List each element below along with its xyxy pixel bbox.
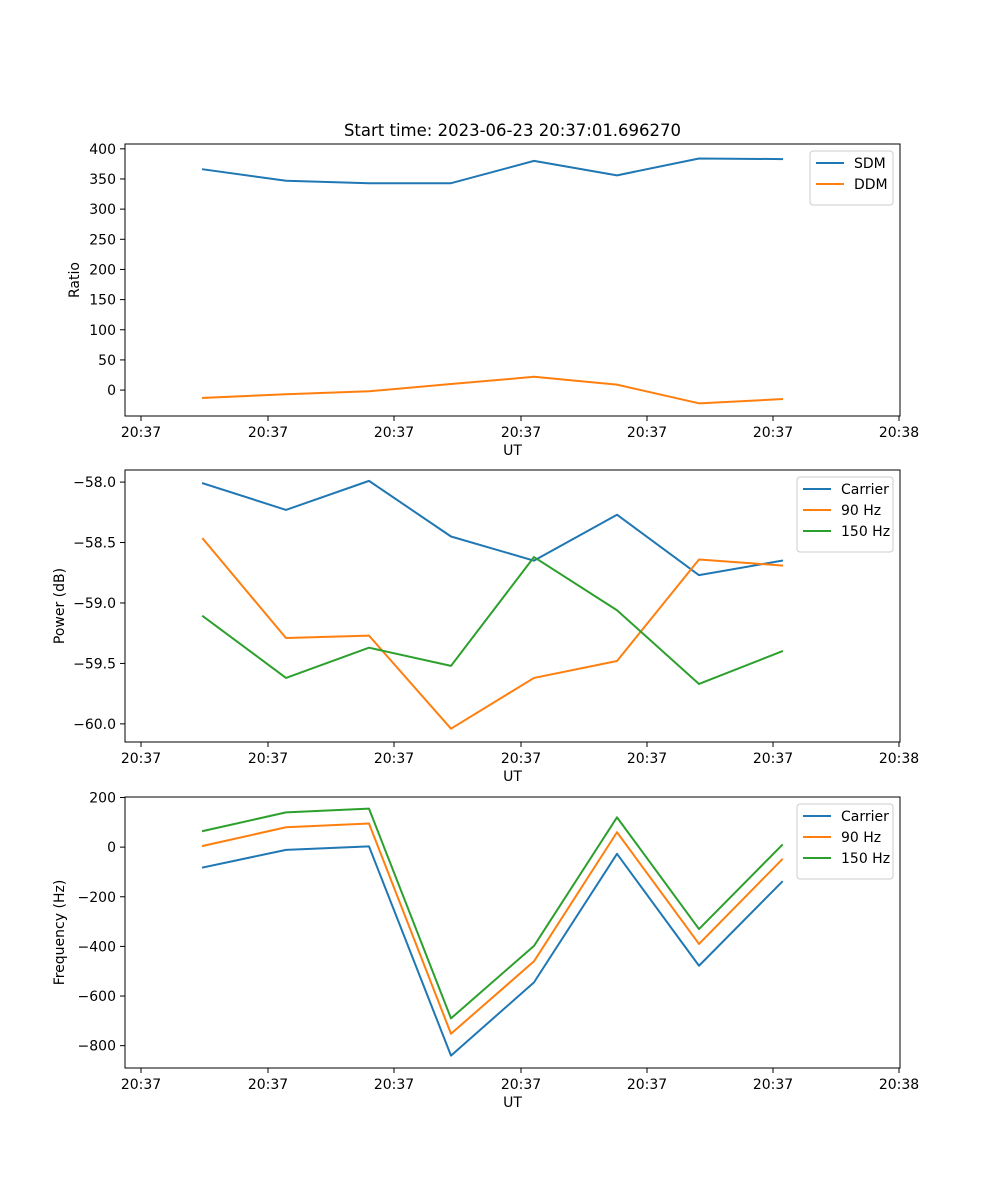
y-tick-label: −600 (78, 989, 116, 1005)
x-tick-label: 20:37 (248, 1077, 288, 1093)
series-line-3-1 (201, 845, 784, 1057)
x-tick-label: 20:37 (627, 425, 667, 441)
y-axis-label: Power (dB) (52, 568, 68, 644)
x-tick-label: 20:37 (501, 1077, 541, 1093)
x-tick-label: 20:37 (753, 751, 793, 767)
y-tick-label: −58.5 (73, 536, 116, 552)
y-tick-label: 0 (107, 840, 116, 856)
plot-frame (124, 469, 901, 743)
legend-entry: Carrier (841, 482, 889, 498)
y-tick-label: 200 (89, 790, 116, 806)
series-line-1-1 (201, 157, 784, 185)
legend-entry: 150 Hz (841, 851, 890, 867)
y-tick-label: 300 (89, 202, 116, 218)
panel-3: 20:37 20:37 20:37 20:37 20:37 20:37 20:38 −800 −… (52, 790, 919, 1111)
y-tick-label: −59.5 (73, 656, 116, 672)
y-tick-label: 350 (89, 172, 116, 188)
series-line-1-2 (201, 375, 784, 405)
y-tick-label: −400 (78, 939, 116, 955)
legend-entry: SDM (854, 156, 886, 172)
legend-entry: DDM (854, 177, 888, 193)
y-tick-label: −800 (78, 1039, 116, 1055)
x-tick-label: 20:38 (879, 425, 919, 441)
x-tick-label: 20:37 (627, 1077, 667, 1093)
legend (796, 476, 894, 553)
x-tick-label: 20:37 (627, 751, 667, 767)
x-tick-label: 20:37 (248, 751, 288, 767)
y-tick-label: 150 (89, 293, 116, 309)
x-tick-label: 20:37 (374, 1077, 414, 1093)
panel-2: 20:37 20:37 20:37 20:37 20:37 20:37 20:38 −60.0… (52, 469, 919, 785)
series-line-2-3 (201, 556, 784, 685)
x-tick-label: 20:37 (248, 425, 288, 441)
x-tick-label: 20:37 (753, 1077, 793, 1093)
y-tick-label: 0 (107, 383, 116, 399)
series-line-3-2 (201, 822, 784, 1035)
y-axis-label: Frequency (Hz) (52, 880, 68, 986)
x-axis-label: UT (503, 443, 522, 459)
y-axis-label: Ratio (67, 262, 83, 298)
x-tick-label: 20:37 (121, 1077, 161, 1093)
y-tick-label: −60.0 (73, 717, 116, 733)
x-tick-label: 20:37 (121, 751, 161, 767)
legend-entry: 150 Hz (841, 524, 890, 540)
y-tick-label: 50 (98, 353, 116, 369)
plot-frame (124, 796, 901, 1069)
x-axis-label: UT (503, 769, 522, 785)
x-tick-label: 20:37 (374, 751, 414, 767)
x-tick-label: 20:38 (879, 1077, 919, 1093)
x-tick-label: 20:37 (501, 425, 541, 441)
plot-frame (124, 143, 901, 417)
x-tick-label: 20:38 (879, 751, 919, 767)
x-tick-label: 20:37 (753, 425, 793, 441)
series-line-3-3 (201, 807, 784, 1020)
y-tick-label: 100 (89, 323, 116, 339)
chart-title: Start time: 2023-06-23 20:37:01.696270 (344, 121, 681, 140)
x-tick-label: 20:37 (501, 751, 541, 767)
series-line-2-2 (201, 537, 784, 730)
y-tick-label: −200 (78, 890, 116, 906)
y-tick-label: 400 (89, 142, 116, 158)
x-tick-label: 20:37 (374, 425, 414, 441)
y-tick-label: −59.0 (73, 596, 116, 612)
panel-1: 20:37 20:37 20:37 20:37 20:37 20:37 20:38 0 50 10… (67, 121, 919, 459)
series-line-2-1 (201, 479, 784, 577)
y-tick-label: 250 (89, 232, 116, 248)
x-axis-label: UT (503, 1095, 522, 1111)
legend-entry: Carrier (841, 809, 889, 825)
legend-entry: 90 Hz (841, 830, 881, 846)
y-tick-label: 200 (89, 262, 116, 278)
legend (796, 803, 894, 880)
legend-entry: 90 Hz (841, 503, 881, 519)
x-tick-label: 20:37 (121, 425, 161, 441)
legend (809, 150, 894, 206)
y-tick-label: −58.0 (73, 475, 116, 491)
